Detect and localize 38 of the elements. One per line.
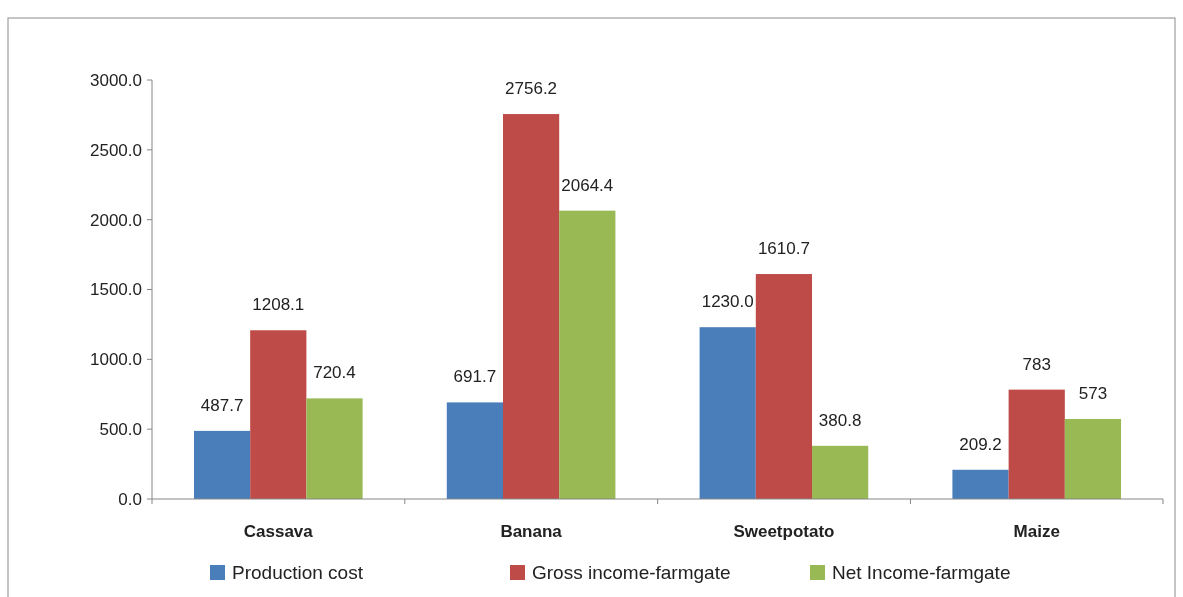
data-label: 487.7 [200,395,244,415]
y-tick-label: 1000.0 [90,350,142,370]
legend-label: Net Income-farmgate [832,561,1011,583]
legend-label: Gross income-farmgate [532,561,731,583]
bar [446,402,503,499]
data-label: 209.2 [959,434,1002,454]
bar [502,114,560,499]
bar [1008,389,1065,499]
data-label: 1208.1 [252,295,305,315]
x-tick-label: Maize [1013,522,1060,541]
bar [755,274,813,499]
bar [306,398,363,499]
bar [699,327,756,499]
data-label: 2064.4 [561,175,614,195]
bar [1064,418,1122,499]
data-label: 1610.7 [757,239,810,259]
data-label: 2756.2 [505,79,558,99]
y-tick-label: 3000.0 [90,70,142,90]
bar [193,430,251,499]
data-label: 573 [1078,383,1108,403]
bar [952,469,1009,499]
legend-label: Production cost [232,561,364,583]
x-tick-label: Cassava [243,522,314,541]
bar [250,330,307,499]
bar [559,210,616,499]
x-tick-label: Banana [500,522,563,541]
y-tick-label: 500.0 [99,420,142,440]
y-tick-label: 1500.0 [90,280,142,300]
data-label: 720.4 [313,363,356,383]
data-label: 691.7 [453,367,497,387]
data-label: 783 [1022,354,1051,374]
y-tick-label: 2000.0 [90,210,142,230]
data-label: 1230.0 [701,292,754,312]
y-tick-label: 0.0 [118,489,142,509]
x-tick-label: Sweetpotato [733,522,835,541]
bar [812,445,869,499]
data-label: 380.8 [818,410,862,430]
y-tick-label: 2500.0 [90,140,142,160]
